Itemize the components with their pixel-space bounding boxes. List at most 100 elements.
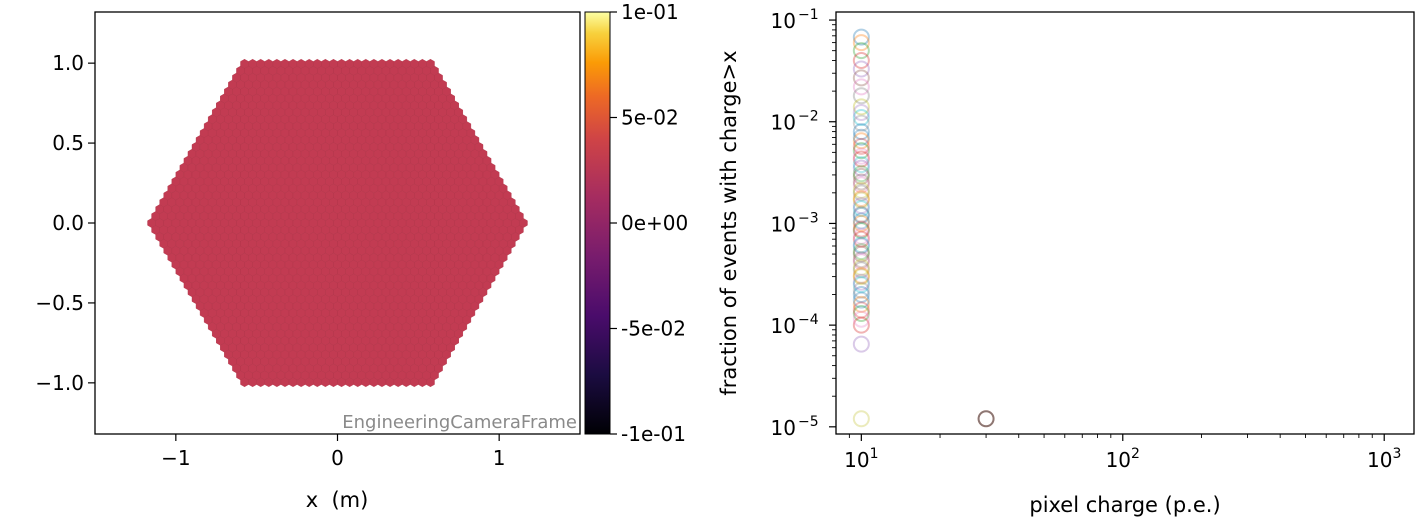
scatter-axes-frame: [835, 11, 1415, 435]
scatter-point: [852, 335, 870, 353]
scatter-point: [852, 227, 870, 245]
scatter-point: [852, 200, 870, 218]
scatter-x-tick-exponent: 2: [1131, 446, 1140, 462]
camera-y-tick-label: −0.5: [35, 291, 84, 315]
scatter-x-tick-exponent: 1: [870, 446, 879, 462]
colorbar-tick-label: 5e-02: [621, 106, 679, 130]
colorbar-tick-label: 0e+00: [621, 211, 688, 235]
scatter-point: [852, 301, 870, 319]
scatter-point: [852, 60, 870, 78]
camera-x-tick-label: −1: [161, 446, 190, 470]
scatter-y-tick-exponent: −1: [798, 7, 819, 23]
scatter-point: [852, 104, 870, 122]
scatter-point: [852, 220, 870, 238]
camera-y-tick-label: 0.5: [52, 131, 84, 155]
colorbar-tick-label: -1e-01: [621, 422, 686, 446]
scatter-point: [852, 52, 870, 70]
scatter-x-tick-exponent: 3: [1392, 446, 1401, 462]
scatter-y-tick-exponent: −5: [798, 414, 819, 430]
scatter-point: [852, 291, 870, 309]
camera-pixels: [147, 58, 528, 388]
scatter-y-tick-label: 10: [771, 416, 796, 440]
scatter-point: [852, 258, 870, 276]
scatter-point: [852, 114, 870, 132]
scatter-y-tick-exponent: −3: [798, 210, 819, 226]
scatter-y-tick-label: 10: [771, 111, 796, 135]
scatter-point: [852, 167, 870, 185]
scatter-point: [852, 165, 870, 183]
scatter-point: [852, 251, 870, 269]
scatter-point: [852, 69, 870, 87]
scatter-point: [852, 98, 870, 116]
scatter-point: [852, 222, 870, 240]
scatter-point: [852, 316, 870, 334]
scatter-point: [852, 123, 870, 141]
scatter-point: [852, 214, 870, 232]
camera-y-tick-label: 1.0: [52, 51, 84, 75]
scatter-point: [852, 286, 870, 304]
scatter-point: [852, 236, 870, 254]
scatter-x-axis-label: pixel charge (p.e.): [1029, 493, 1220, 517]
scatter-point: [852, 243, 870, 261]
scatter-y-tick-label: 10: [771, 212, 796, 236]
scatter-point: [852, 410, 870, 428]
scatter-y-tick-label: 10: [771, 9, 796, 33]
scatter-point: [852, 295, 870, 313]
scatter-point: [852, 268, 870, 286]
camera-x-tick-label: 1: [493, 446, 506, 470]
scatter-point: [852, 87, 870, 105]
scatter-point: [852, 237, 870, 255]
scatter-point: [852, 305, 870, 323]
scatter-point: [852, 147, 870, 165]
camera-y-tick-label: 0.0: [52, 211, 84, 235]
scatter-point: [852, 173, 870, 191]
scatter-point: [852, 176, 870, 194]
scatter-point: [852, 109, 870, 127]
scatter-point: [852, 128, 870, 146]
scatter-point: [852, 276, 870, 294]
scatter-point: [852, 181, 870, 199]
camera-y-tick-label: −1.0: [35, 371, 84, 395]
colorbar-ticks: 1e-01 5e-02 0e+00 -5e-02 -1e-01: [610, 0, 688, 446]
scatter-point: [852, 230, 870, 248]
colorbar: 1e-01 5e-02 0e+00 -5e-02 -1e-01 fraction of …: [584, 0, 741, 446]
scatter-point: [852, 42, 870, 60]
scatter-point: [852, 245, 870, 263]
scatter-point: [852, 78, 870, 96]
scatter-point: [852, 28, 870, 46]
scatter-x-tick-label: 101: [844, 446, 878, 472]
colorbar-tick-label: -5e-02: [621, 317, 686, 341]
scatter-point: [852, 150, 870, 168]
camera-x-tick-label: 0: [331, 446, 344, 470]
scatter-x-tick-label: 103: [1367, 446, 1401, 472]
scatter-point: [852, 206, 870, 224]
scatter-point: [852, 310, 870, 328]
scatter-x-tick-label: 102: [1106, 446, 1140, 472]
camera-pixel: [426, 58, 435, 69]
scatter-point: [852, 156, 870, 174]
scatter-points: [852, 28, 995, 428]
scatter-point: [852, 189, 870, 207]
camera-x-axis-label: x (m): [306, 488, 369, 512]
scatter-point: [852, 205, 870, 223]
scatter-point: [852, 137, 870, 155]
colorbar-label: fraction of events with charge>x: [717, 50, 741, 395]
scatter-y-tick-exponent: −2: [798, 109, 819, 125]
scatter-y-tick-label: 10: [771, 314, 796, 338]
scatter-point: [852, 273, 870, 291]
scatter-point: [852, 191, 870, 209]
scatter-point: [852, 197, 870, 215]
scatter-point: [852, 281, 870, 299]
scatter-point: [852, 253, 870, 271]
scatter-point: [852, 212, 870, 230]
scatter-point: [852, 261, 870, 279]
scatter-panel: 101 102 103 10−110−210−310−410−5 pixel cha…: [771, 7, 1415, 517]
camera-y-ticks: 1.0 0.5 0.0 −0.5 −1.0: [35, 51, 95, 395]
scatter-point: [977, 410, 995, 428]
scatter-point: [852, 184, 870, 202]
scatter-x-ticks: 101 102 103: [844, 434, 1401, 472]
scatter-point: [852, 34, 870, 52]
scatter-point: [852, 266, 870, 284]
scatter-point: [852, 159, 870, 177]
